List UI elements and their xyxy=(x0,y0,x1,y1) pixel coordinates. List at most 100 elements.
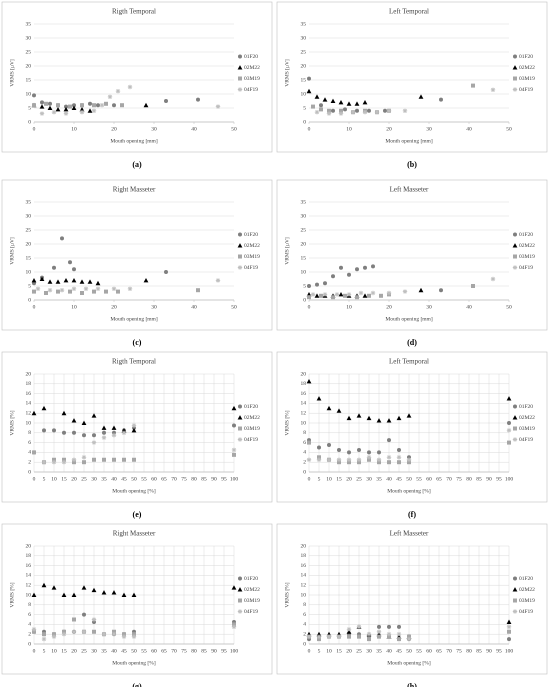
y-tick-label: 8 xyxy=(303,430,306,436)
x-axis-label: Mouth opening [%] xyxy=(112,488,156,494)
point xyxy=(62,430,66,435)
y-tick-label: 15 xyxy=(26,77,32,83)
x-tick-label: 35 xyxy=(101,476,107,482)
point xyxy=(336,408,342,413)
x-tick-label: 60 xyxy=(151,476,157,482)
point xyxy=(334,292,340,297)
point xyxy=(56,103,60,108)
y-tick-label: 18 xyxy=(301,553,307,559)
point xyxy=(507,421,511,425)
legend-marker xyxy=(513,426,517,431)
chart-title: Left Temporal xyxy=(389,8,429,16)
y-tick-label: 15 xyxy=(26,255,32,261)
point xyxy=(507,440,511,445)
point xyxy=(127,286,133,291)
y-tick-label: 20 xyxy=(26,371,32,377)
point xyxy=(490,276,496,282)
x-tick-label: 10 xyxy=(326,648,332,654)
point xyxy=(81,455,87,460)
point xyxy=(346,627,352,632)
point xyxy=(41,460,47,465)
point xyxy=(379,293,383,298)
x-tick-label: 15 xyxy=(336,648,342,654)
point xyxy=(397,460,401,465)
point xyxy=(51,460,57,465)
point xyxy=(80,103,84,108)
point xyxy=(396,632,402,637)
x-tick-label: 20 xyxy=(386,126,392,132)
legend-marker xyxy=(237,87,243,92)
legend-marker xyxy=(238,576,242,581)
x-tick-label: 25 xyxy=(81,476,87,482)
point xyxy=(316,396,322,401)
point xyxy=(306,634,312,639)
x-tick-label: 10 xyxy=(51,648,57,654)
x-tick-label: 35 xyxy=(376,648,382,654)
y-tick-label: 10 xyxy=(26,592,32,598)
chart-title: Rigth Temporal xyxy=(112,358,156,366)
x-tick-label: 70 xyxy=(171,476,177,482)
point xyxy=(72,617,76,622)
point xyxy=(346,101,352,106)
y-tick-label: 25 xyxy=(26,227,32,233)
legend-label: 01F20 xyxy=(244,54,258,60)
point xyxy=(396,415,402,421)
x-tick-label: 30 xyxy=(91,648,97,654)
point xyxy=(52,632,56,637)
y-axis-label: VRMS [μV] xyxy=(284,59,290,87)
y-tick-label: 10 xyxy=(301,592,307,598)
point xyxy=(101,425,107,430)
point xyxy=(232,622,236,627)
point xyxy=(386,108,392,113)
point xyxy=(121,634,127,639)
point xyxy=(307,284,311,288)
y-tick-label: 18 xyxy=(301,381,307,387)
legend-marker xyxy=(237,437,243,442)
point xyxy=(327,443,331,448)
y-tick-label: 20 xyxy=(301,241,307,247)
y-tick-label: 0 xyxy=(28,119,31,125)
x-tick-label: 95 xyxy=(221,476,227,482)
point xyxy=(326,405,332,411)
point xyxy=(71,629,77,634)
x-tick-label: 15 xyxy=(336,476,342,482)
point xyxy=(55,107,61,112)
point xyxy=(63,111,69,116)
point xyxy=(367,108,371,113)
y-tick-label: 2 xyxy=(28,631,31,637)
point xyxy=(80,291,84,295)
point xyxy=(376,629,382,634)
point xyxy=(402,108,408,113)
point xyxy=(82,433,86,438)
point xyxy=(101,590,107,595)
x-tick-label: 100 xyxy=(505,476,514,482)
point xyxy=(31,627,37,632)
y-tick-label: 20 xyxy=(301,371,307,377)
y-tick-label: 16 xyxy=(301,391,307,397)
x-tick-label: 20 xyxy=(71,476,77,482)
x-tick-label: 70 xyxy=(446,648,452,654)
legend-label: 04F19 xyxy=(244,265,258,271)
point xyxy=(347,450,351,455)
x-tick-label: 5 xyxy=(318,648,321,654)
y-tick-label: 0 xyxy=(28,297,31,303)
point xyxy=(327,108,331,113)
y-tick-label: 16 xyxy=(26,391,32,397)
x-tick-label: 30 xyxy=(91,476,97,482)
y-tick-label: 10 xyxy=(301,91,307,97)
point xyxy=(95,286,101,291)
point xyxy=(91,617,97,622)
y-tick-label: 25 xyxy=(301,227,307,233)
y-axis-label: VRMS [μV] xyxy=(284,237,290,265)
x-tick-label: 5 xyxy=(318,476,321,482)
point xyxy=(81,585,87,590)
point xyxy=(79,107,85,112)
legend-label: 02M22 xyxy=(519,587,535,593)
x-tick-label: 100 xyxy=(505,648,514,654)
y-tick-label: 8 xyxy=(303,602,306,608)
x-tick-label: 10 xyxy=(71,304,77,310)
caption: (d) xyxy=(407,338,417,347)
point xyxy=(346,629,352,634)
y-axis-label: VRMS [%] xyxy=(9,410,15,435)
legend-marker xyxy=(237,265,243,270)
